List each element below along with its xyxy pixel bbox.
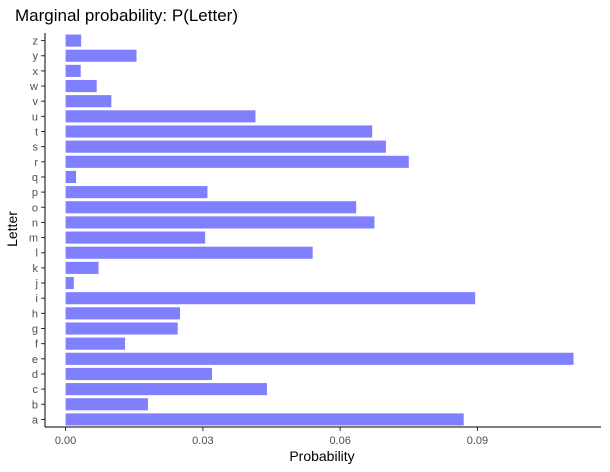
bar-n bbox=[65, 216, 375, 229]
y-tick-label-e: e bbox=[32, 354, 38, 366]
y-tick-label-z: z bbox=[33, 36, 39, 48]
bar-h bbox=[65, 307, 180, 320]
y-tick-label-n: n bbox=[32, 217, 38, 229]
bar-f bbox=[65, 337, 126, 350]
y-tick-label-q: q bbox=[32, 172, 38, 184]
y-tick-label-g: g bbox=[32, 324, 38, 336]
y-tick-label-v: v bbox=[33, 96, 39, 108]
y-tick-label-c: c bbox=[33, 384, 39, 396]
bar-j bbox=[65, 276, 74, 290]
bar-s bbox=[65, 140, 386, 153]
x-tick-label-3: 0.09 bbox=[467, 435, 488, 447]
bar-w bbox=[65, 79, 97, 93]
y-tick-label-l: l bbox=[36, 248, 38, 260]
y-tick-label-k: k bbox=[33, 263, 39, 275]
y-tick-label-a: a bbox=[32, 414, 39, 426]
bar-g bbox=[65, 322, 178, 335]
x-axis-title: Probability bbox=[289, 448, 354, 464]
x-tick-label-0: 0.00 bbox=[55, 435, 76, 447]
y-tick-label-r: r bbox=[34, 157, 38, 169]
bar-r bbox=[65, 155, 409, 168]
bar-d bbox=[65, 367, 213, 381]
y-tick-label-w: w bbox=[29, 81, 38, 93]
bar-q bbox=[65, 170, 77, 184]
bar-l bbox=[65, 246, 313, 259]
bars-group bbox=[65, 34, 574, 426]
bar-a bbox=[65, 413, 464, 426]
y-tick-label-x: x bbox=[33, 66, 39, 78]
chart-title: Marginal probability: P(Letter) bbox=[15, 6, 238, 25]
bar-o bbox=[65, 201, 357, 214]
bar-x bbox=[65, 64, 81, 77]
y-tick-label-s: s bbox=[33, 142, 39, 154]
bar-p bbox=[65, 186, 208, 199]
y-tick-label-y: y bbox=[33, 51, 39, 63]
bar-z bbox=[65, 34, 82, 47]
bar-k bbox=[65, 261, 99, 274]
bar-m bbox=[65, 231, 206, 244]
bar-v bbox=[65, 95, 112, 108]
y-axis-title: Letter bbox=[4, 211, 20, 247]
x-axis-ticks: 0.00 0.03 0.06 0.09 bbox=[55, 427, 488, 447]
y-tick-label-j: j bbox=[35, 278, 38, 290]
y-tick-label-p: p bbox=[32, 187, 38, 199]
y-tick-label-m: m bbox=[29, 233, 38, 245]
y-tick-label-t: t bbox=[35, 127, 38, 139]
y-tick-label-u: u bbox=[32, 111, 38, 123]
bar-i bbox=[65, 292, 476, 305]
bar-t bbox=[65, 125, 373, 138]
bar-y bbox=[65, 49, 137, 62]
bar-e bbox=[65, 352, 574, 365]
y-tick-label-b: b bbox=[32, 399, 38, 411]
bar-c bbox=[65, 383, 267, 396]
y-tick-label-h: h bbox=[32, 308, 38, 320]
y-tick-label-o: o bbox=[32, 202, 38, 214]
bar-u bbox=[65, 110, 256, 123]
y-tick-label-i: i bbox=[36, 293, 38, 305]
x-tick-label-2: 0.06 bbox=[329, 435, 350, 447]
bar-b bbox=[65, 398, 148, 411]
y-tick-label-d: d bbox=[32, 369, 38, 381]
y-tick-label-f: f bbox=[35, 339, 39, 351]
x-tick-label-1: 0.03 bbox=[192, 435, 213, 447]
